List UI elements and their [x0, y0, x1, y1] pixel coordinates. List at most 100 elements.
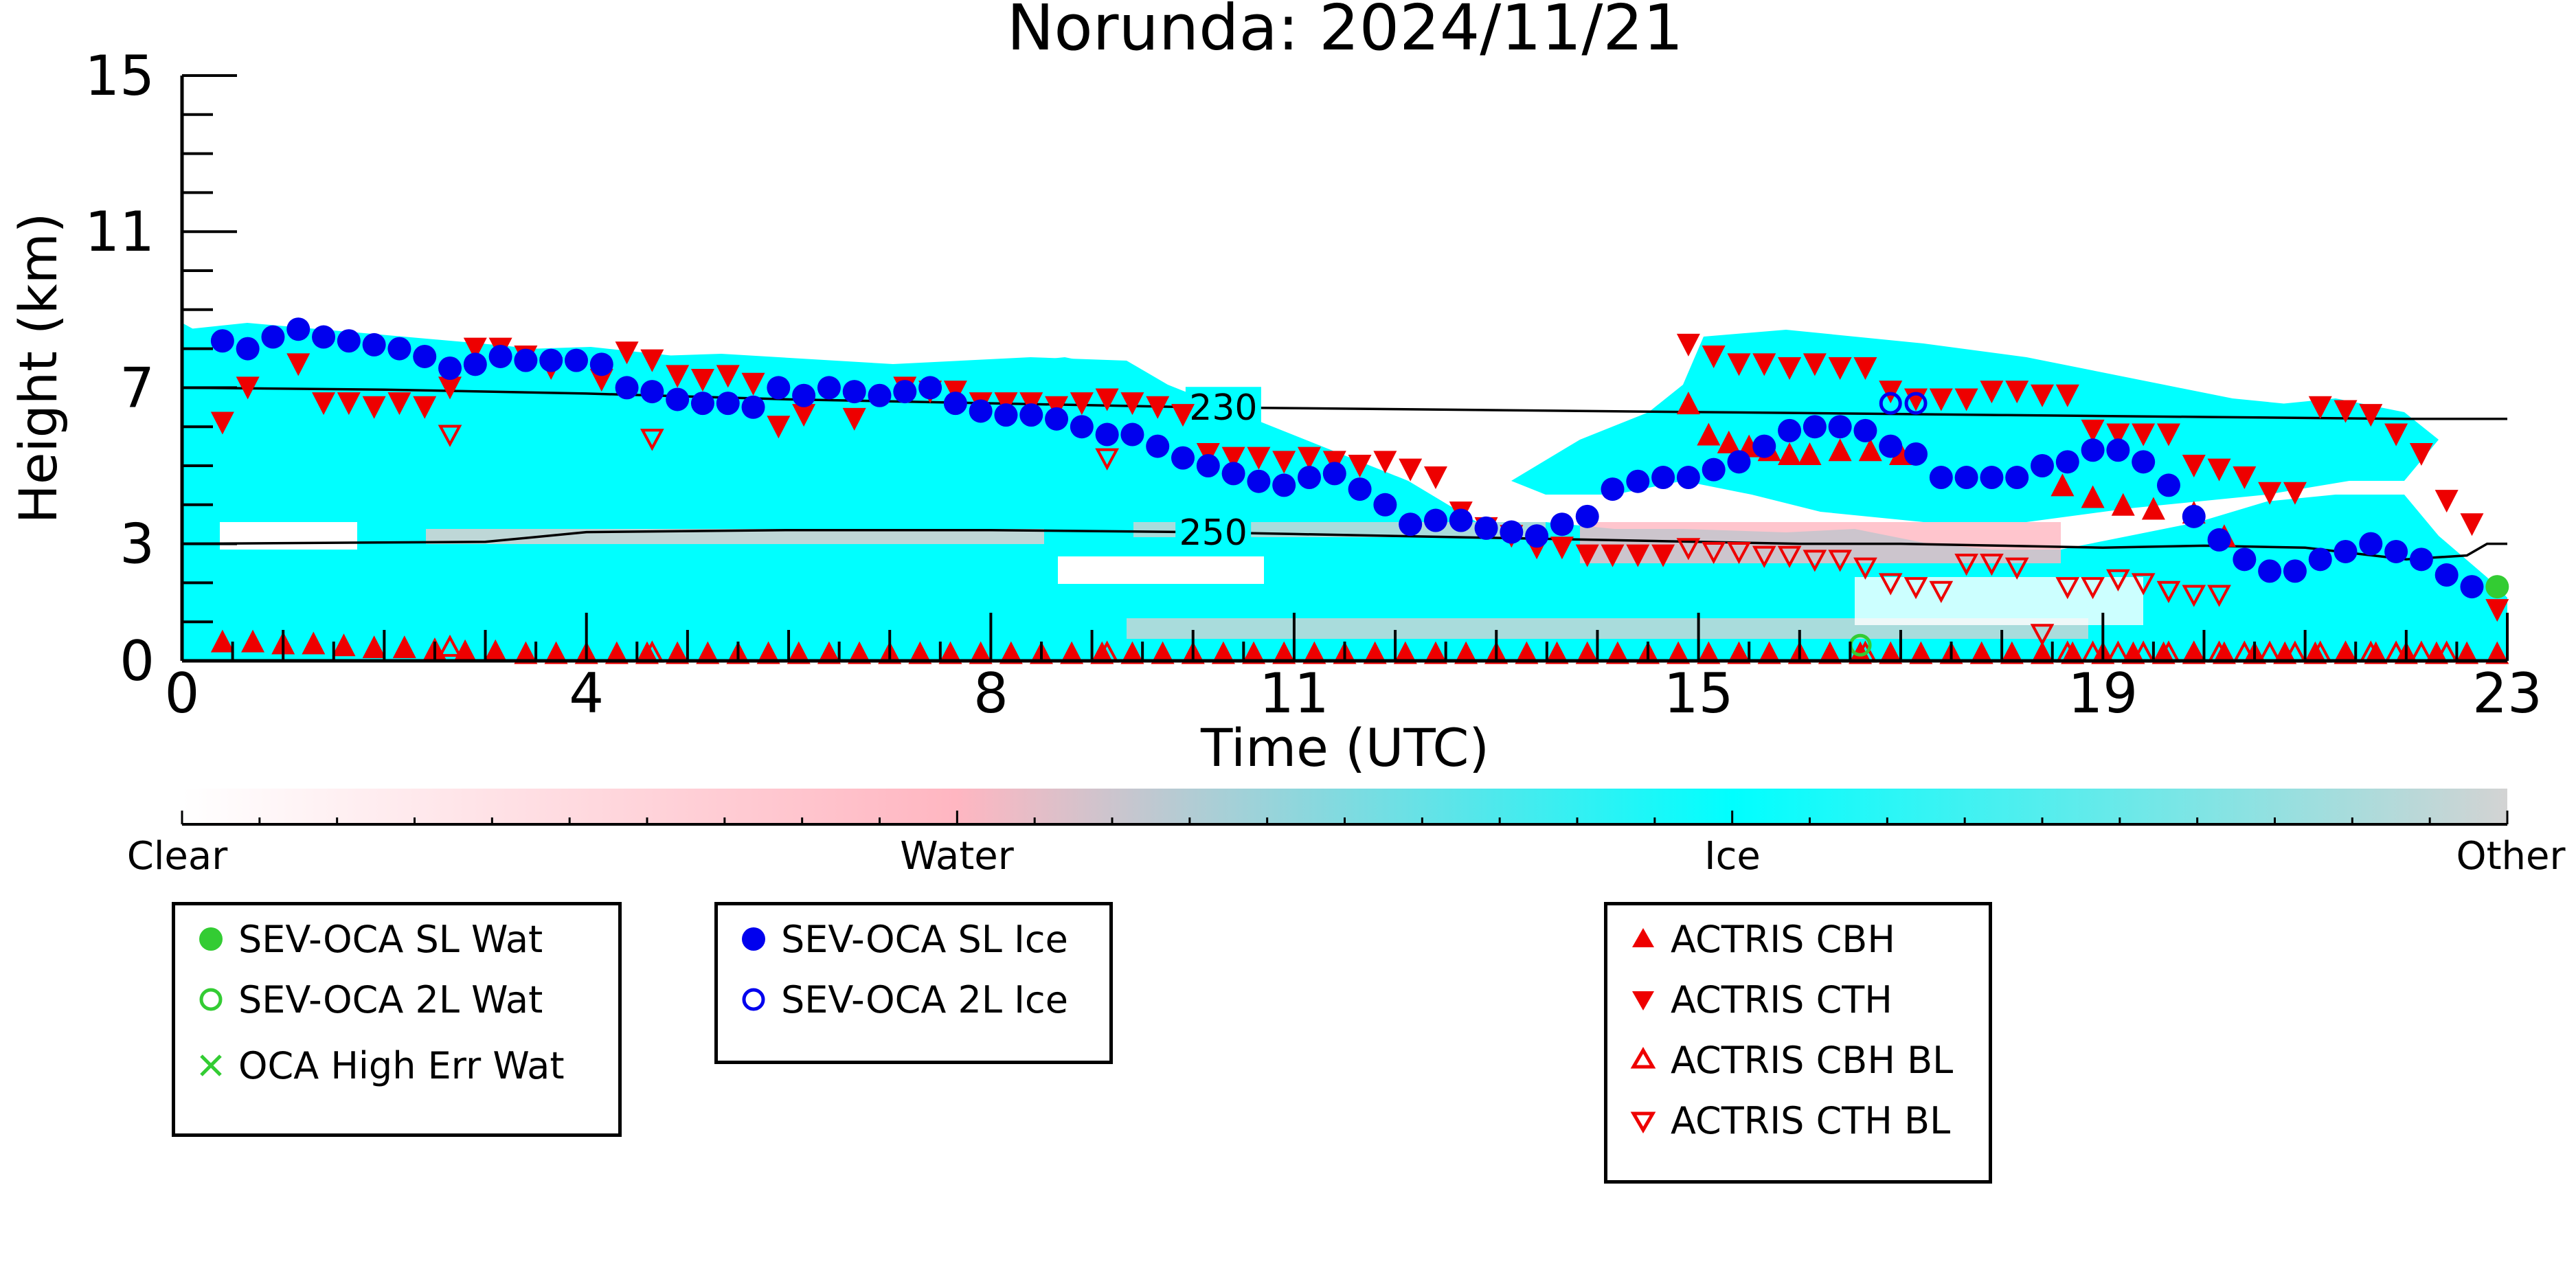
actris-cbh-marker — [332, 633, 356, 657]
actris-cth-bl-marker — [2156, 580, 2181, 603]
actris-cbh-marker — [2031, 641, 2054, 664]
y-tick-label: 15 — [84, 44, 155, 108]
sev-oca-sl-ice-marker — [1954, 466, 1978, 490]
actris-cbh-marker — [2485, 641, 2509, 664]
actris-cth-bl-marker — [1777, 545, 1802, 568]
sev-oca-sl-ice-marker — [1676, 466, 1700, 490]
actris-cbh-marker — [1302, 641, 1326, 664]
actris-cth-marker — [2359, 404, 2383, 427]
actris-cth-marker — [1702, 345, 1726, 368]
actris-cth-marker — [2207, 458, 2231, 482]
actris-cth-bl-marker — [1676, 538, 1701, 561]
sev-oca-sl-ice-marker — [1778, 418, 1802, 442]
actris-cth-marker — [690, 369, 714, 392]
actris-cth-marker — [1626, 544, 1650, 567]
legend-item-cth-bl: ACTRIS CTH BL — [1624, 1096, 1950, 1144]
sev-oca-sl-ice-marker — [2258, 559, 2282, 583]
actris-cbh-marker — [1676, 392, 1700, 415]
x-tick-label: 8 — [973, 662, 1008, 725]
actris-cbh-marker — [544, 641, 568, 664]
legend-item-cth: ACTRIS CTH — [1624, 975, 1893, 1024]
actris-cth-marker — [2409, 442, 2433, 466]
legend-label: ACTRIS CBH BL — [1671, 1038, 1954, 1082]
actris-cth-bl-marker — [2081, 577, 2105, 600]
actris-cth-marker — [1651, 544, 1675, 567]
sev-oca-sl-ice-marker — [210, 329, 234, 353]
colorbar-ticks — [181, 811, 2509, 824]
legend-label: ACTRIS CTH BL — [1671, 1098, 1951, 1142]
actris-cbh-marker — [2303, 641, 2327, 664]
colorbar-label-water: Water — [900, 834, 1015, 879]
sev-oca-sl-ice-marker — [1070, 415, 1094, 439]
sev-oca-sl-ice-marker — [2055, 450, 2079, 474]
actris-cth-marker — [767, 416, 791, 439]
sev-oca-sl-ice-marker — [690, 392, 714, 416]
filled-triangle-down-icon — [1632, 991, 1654, 1010]
actris-cth-marker — [741, 372, 765, 396]
sev-oca-sl-ice-marker — [564, 348, 588, 372]
actris-cbh-marker — [1727, 641, 1751, 664]
sev-oca-sl-ice-marker — [488, 344, 512, 368]
actris-cth-marker — [1272, 451, 1296, 474]
actris-cth-marker — [362, 396, 386, 419]
sev-oca-sl-ice-marker — [1929, 466, 1953, 490]
sev-oca-sl-ice-marker — [1399, 512, 1423, 536]
actris-cth-bl-marker — [1803, 550, 1827, 572]
actris-cth-marker — [2334, 400, 2358, 423]
actris-cbh-marker — [848, 641, 872, 664]
contour-line — [182, 386, 2507, 420]
sev-oca-sl-ice-marker — [1449, 508, 1473, 532]
actris-cth-marker — [1348, 455, 1372, 477]
actris-cth-marker — [2308, 396, 2332, 419]
actris-cth-bl-marker — [2207, 585, 2231, 607]
actris-cth-marker — [1676, 333, 1700, 357]
actris-cbh-marker — [1120, 641, 1144, 664]
actris-cth-marker — [615, 341, 639, 365]
actris-cth-marker — [1399, 458, 1423, 482]
actris-cbh-marker — [1242, 641, 1266, 664]
sev-oca-sl-ice-marker — [1221, 462, 1245, 486]
sev-oca-sl-ice-marker — [1601, 477, 1625, 501]
actris-cbh-marker — [2121, 641, 2145, 664]
sev-oca-sl-ice-marker — [2207, 528, 2231, 552]
y-axis-ticks: 0 3 7 11 15 — [84, 44, 237, 693]
actris-cth-marker — [2055, 384, 2079, 407]
actris-cth-marker — [2132, 423, 2156, 447]
x-axis-ticks: 0 4 8 11 15 19 23 — [165, 613, 2542, 725]
legend-item-2l-wat: SEV-OCA 2L Wat — [192, 975, 543, 1024]
actris-cth-marker — [2005, 381, 2029, 404]
contour-labels: 230 250 — [1175, 387, 1261, 554]
sev-oca-sl-ice-marker — [1803, 415, 1827, 439]
actris-cth-bl-marker — [2030, 624, 2055, 646]
actris-cth-marker — [666, 365, 690, 388]
sev-oca-sl-ice-marker — [1500, 520, 1524, 544]
actris-cth-marker — [2384, 423, 2408, 447]
actris-cbh-marker — [1545, 641, 1569, 664]
sev-oca-sl-ice-marker — [2031, 454, 2054, 477]
actris-cth-marker — [842, 407, 866, 431]
chart-title: Norunda: 2024/11/21 — [1007, 0, 1684, 65]
actris-cth-marker — [1929, 388, 1953, 411]
actris-cbh-marker — [787, 641, 811, 664]
colorbar-label-ice: Ice — [1704, 834, 1761, 879]
actris-cth-bl-marker — [1828, 550, 1852, 572]
actris-cth-marker — [589, 369, 613, 392]
actris-cth-marker — [1221, 447, 1245, 470]
actris-cth-marker — [337, 392, 361, 416]
actris-cbh-marker — [2061, 641, 2085, 664]
actris-cbh-marker — [2273, 641, 2297, 664]
actris-cth-bl-marker — [1727, 541, 1751, 565]
actris-cbh-marker — [1969, 641, 1993, 664]
legend-actris: ACTRIS CBH ACTRIS CTH ACTRIS CBH BL ACTR… — [1604, 902, 1992, 1184]
sev-oca-sl-ice-marker — [1904, 442, 1928, 466]
sev-oca-sl-ice-marker — [1272, 473, 1296, 497]
sev-oca-sl-ice-marker — [2460, 575, 2484, 599]
actris-cbh-marker — [2212, 641, 2236, 664]
sev-oca-sl-ice-marker — [767, 376, 791, 400]
actris-cbh-marker — [1090, 641, 1114, 664]
actris-cbh-marker — [605, 641, 629, 664]
actris-cth-bl-marker — [1702, 541, 1726, 565]
y-tick-label: 3 — [120, 512, 155, 576]
legend-label: SEV-OCA SL Ice — [781, 917, 1068, 961]
x-tick-label: 4 — [569, 662, 604, 725]
